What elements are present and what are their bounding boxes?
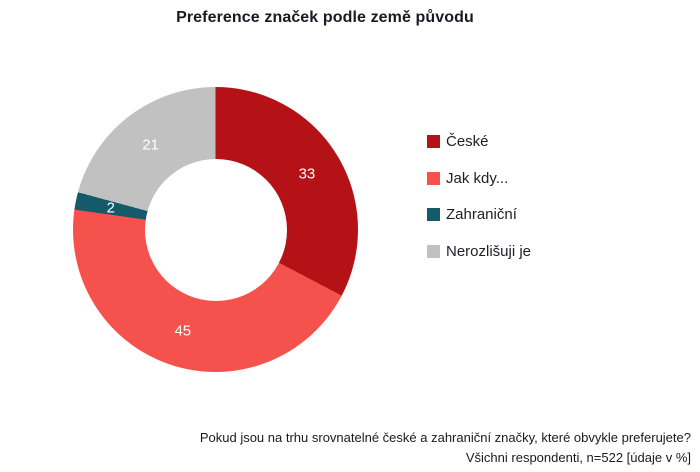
legend-label: České xyxy=(446,133,489,150)
legend-label: Zahraniční xyxy=(446,206,517,223)
footnote-question: Pokud jsou na trhu srovnatelné české a z… xyxy=(199,430,691,445)
legend-item-ceske: České xyxy=(427,133,531,150)
chart-title: Preference značek podle země původu xyxy=(176,9,474,26)
legend-swatch xyxy=(427,208,440,221)
legend-swatch xyxy=(427,135,440,148)
legend: České Jak kdy... Zahraniční Nerozlišuji … xyxy=(427,133,532,280)
donut-hole xyxy=(144,158,287,301)
legend-item-nerozlisuji: Nerozlišuji je xyxy=(427,242,532,260)
legend-item-jak-kdy: Jak kdy... xyxy=(427,169,531,187)
footnote-sample: Všichni respondenti, n=522 [údaje v %] xyxy=(465,450,691,465)
slice-value-label: 2 xyxy=(106,199,115,217)
footnote: Pokud jsou na trhu srovnatelné české a z… xyxy=(200,428,691,468)
slice-value-label: 21 xyxy=(142,136,159,154)
slice-value-label: 33 xyxy=(298,165,316,183)
legend-swatch xyxy=(427,244,440,258)
donut-chart: 33 45 2 21 xyxy=(73,87,358,372)
slice-value-label: 45 xyxy=(174,322,192,340)
legend-label: Nerozlišuji je xyxy=(446,242,532,260)
legend-label: Jak kdy... xyxy=(446,169,509,187)
legend-swatch xyxy=(427,171,440,185)
legend-item-zahranicni: Zahraniční xyxy=(427,206,531,223)
